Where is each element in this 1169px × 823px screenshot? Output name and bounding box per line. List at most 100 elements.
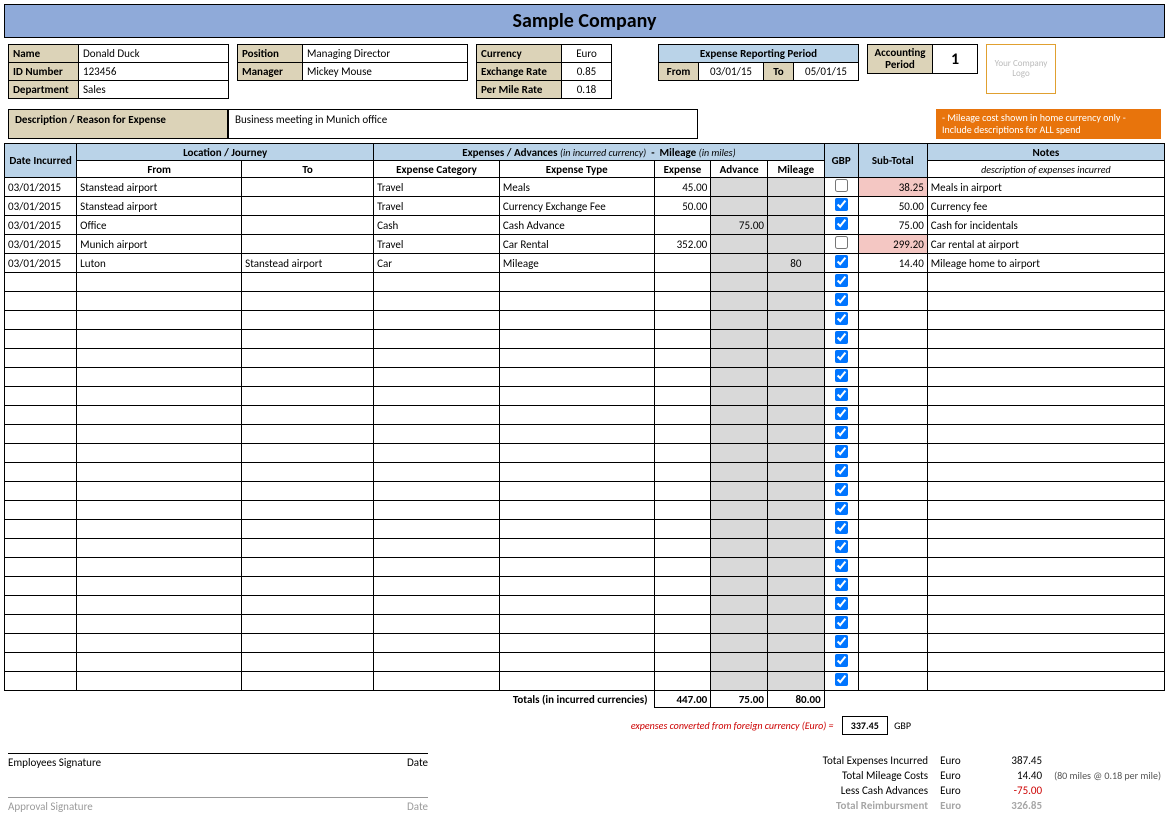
table-row[interactable] xyxy=(5,634,1165,653)
gbp-checkbox[interactable] xyxy=(835,179,848,192)
gbp-checkbox[interactable] xyxy=(835,502,848,515)
totals-expense: 447.00 xyxy=(654,691,711,708)
id-label: ID Number xyxy=(9,63,79,81)
gbp-checkbox[interactable] xyxy=(835,464,848,477)
position-label: Position xyxy=(238,45,303,63)
period-from-value[interactable]: 03/01/15 xyxy=(699,63,764,81)
table-row[interactable] xyxy=(5,330,1165,349)
employee-block: NameDonald Duck ID Number123456 Departme… xyxy=(8,44,229,99)
name-label: Name xyxy=(9,45,79,63)
footer-zone: expenses converted from foreign currency… xyxy=(4,708,1165,819)
totals-label: Totals (in incurred currencies) xyxy=(5,691,655,708)
gbp-checkbox[interactable] xyxy=(835,369,848,382)
gbp-checkbox[interactable] xyxy=(835,445,848,458)
company-title: Sample Company xyxy=(4,4,1165,38)
th-to: To xyxy=(242,161,374,178)
gbp-checkbox[interactable] xyxy=(835,198,848,211)
gbp-checkbox[interactable] xyxy=(835,312,848,325)
exchange-value[interactable]: 0.85 xyxy=(562,63,612,81)
exchange-label: Exchange Rate xyxy=(477,63,562,81)
gbp-checkbox[interactable] xyxy=(835,578,848,591)
header-zone: NameDonald Duck ID Number123456 Departme… xyxy=(4,38,1165,105)
accounting-block: Accounting Period 1 xyxy=(867,44,978,74)
table-row[interactable]: 03/01/2015Stanstead airportTravelMeals45… xyxy=(5,178,1165,197)
table-row[interactable] xyxy=(5,444,1165,463)
gbp-checkbox[interactable] xyxy=(835,426,848,439)
table-row[interactable] xyxy=(5,292,1165,311)
gbp-checkbox[interactable] xyxy=(835,673,848,686)
converted-line: expenses converted from foreign currency… xyxy=(8,716,1161,735)
th-expense: Expense xyxy=(654,161,711,178)
period-to-value[interactable]: 05/01/15 xyxy=(794,63,859,81)
period-block: Expense Reporting Period From 03/01/15 T… xyxy=(658,44,859,81)
th-location: Location / Journey xyxy=(77,144,374,161)
gbp-checkbox[interactable] xyxy=(835,597,848,610)
gbp-checkbox[interactable] xyxy=(835,540,848,553)
table-row[interactable] xyxy=(5,596,1165,615)
table-row[interactable] xyxy=(5,273,1165,292)
currency-label: Currency xyxy=(477,45,562,63)
gbp-checkbox[interactable] xyxy=(835,635,848,648)
table-row[interactable]: 03/01/2015OfficeCashCash Advance75.0075.… xyxy=(5,216,1165,235)
manager-value[interactable]: Mickey Mouse xyxy=(303,63,468,81)
currency-value[interactable]: Euro xyxy=(562,45,612,63)
table-row[interactable]: 03/01/2015Munich airportTravelCar Rental… xyxy=(5,235,1165,254)
notice-box: - Mileage cost shown in home currency on… xyxy=(936,109,1161,139)
table-row[interactable] xyxy=(5,577,1165,596)
table-row[interactable] xyxy=(5,520,1165,539)
gbp-checkbox[interactable] xyxy=(835,521,848,534)
gbp-checkbox[interactable] xyxy=(835,350,848,363)
expense-table: Date Incurred Location / Journey Expense… xyxy=(4,143,1165,708)
rates-block: CurrencyEuro Exchange Rate0.85 Per Mile … xyxy=(476,44,612,99)
accounting-label: Accounting Period xyxy=(868,45,933,74)
th-expenses: Expenses / Advances (in incurred currenc… xyxy=(374,144,825,161)
gbp-checkbox[interactable] xyxy=(835,274,848,287)
gbp-checkbox[interactable] xyxy=(835,331,848,344)
logo-placeholder: Your Company Logo xyxy=(986,44,1056,94)
summary-block: Total Expenses IncurredEuro387.45 Total … xyxy=(788,753,1161,813)
th-gbp: GBP xyxy=(824,144,858,178)
table-row[interactable] xyxy=(5,482,1165,501)
table-row[interactable] xyxy=(5,349,1165,368)
table-row[interactable]: 03/01/2015Stanstead airportTravelCurrenc… xyxy=(5,197,1165,216)
description-value[interactable]: Business meeting in Munich office xyxy=(228,109,698,139)
gbp-checkbox[interactable] xyxy=(835,293,848,306)
gbp-checkbox[interactable] xyxy=(835,654,848,667)
table-row[interactable] xyxy=(5,558,1165,577)
table-row[interactable] xyxy=(5,368,1165,387)
id-value[interactable]: 123456 xyxy=(79,63,229,81)
table-row[interactable] xyxy=(5,615,1165,634)
table-row[interactable] xyxy=(5,672,1165,691)
mile-rate-value[interactable]: 0.18 xyxy=(562,81,612,99)
gbp-checkbox[interactable] xyxy=(835,236,848,249)
totals-mileage: 80.00 xyxy=(767,691,824,708)
totals-advance: 75.00 xyxy=(711,691,768,708)
gbp-checkbox[interactable] xyxy=(835,616,848,629)
table-row[interactable] xyxy=(5,539,1165,558)
gbp-checkbox[interactable] xyxy=(835,483,848,496)
accounting-value[interactable]: 1 xyxy=(933,45,978,74)
description-label: Description / Reason for Expense xyxy=(8,109,228,139)
table-row[interactable] xyxy=(5,406,1165,425)
th-category: Expense Category xyxy=(374,161,500,178)
gbp-checkbox[interactable] xyxy=(835,217,848,230)
table-row[interactable] xyxy=(5,387,1165,406)
employee-signature-line: Employees SignatureDate xyxy=(8,753,428,769)
table-row[interactable] xyxy=(5,501,1165,520)
table-row[interactable] xyxy=(5,653,1165,672)
gbp-checkbox[interactable] xyxy=(835,255,848,268)
name-value[interactable]: Donald Duck xyxy=(79,45,229,63)
table-row[interactable] xyxy=(5,311,1165,330)
th-type: Expense Type xyxy=(499,161,654,178)
table-row[interactable] xyxy=(5,463,1165,482)
dept-label: Department xyxy=(9,81,79,99)
gbp-checkbox[interactable] xyxy=(835,388,848,401)
gbp-checkbox[interactable] xyxy=(835,407,848,420)
table-row[interactable] xyxy=(5,425,1165,444)
approval-signature-line: Approval SignatureDate xyxy=(8,797,428,813)
position-value[interactable]: Managing Director xyxy=(303,45,468,63)
th-subtotal: Sub-Total xyxy=(858,144,927,178)
dept-value[interactable]: Sales xyxy=(79,81,229,99)
table-row[interactable]: 03/01/2015LutonStanstead airportCarMilea… xyxy=(5,254,1165,273)
gbp-checkbox[interactable] xyxy=(835,559,848,572)
